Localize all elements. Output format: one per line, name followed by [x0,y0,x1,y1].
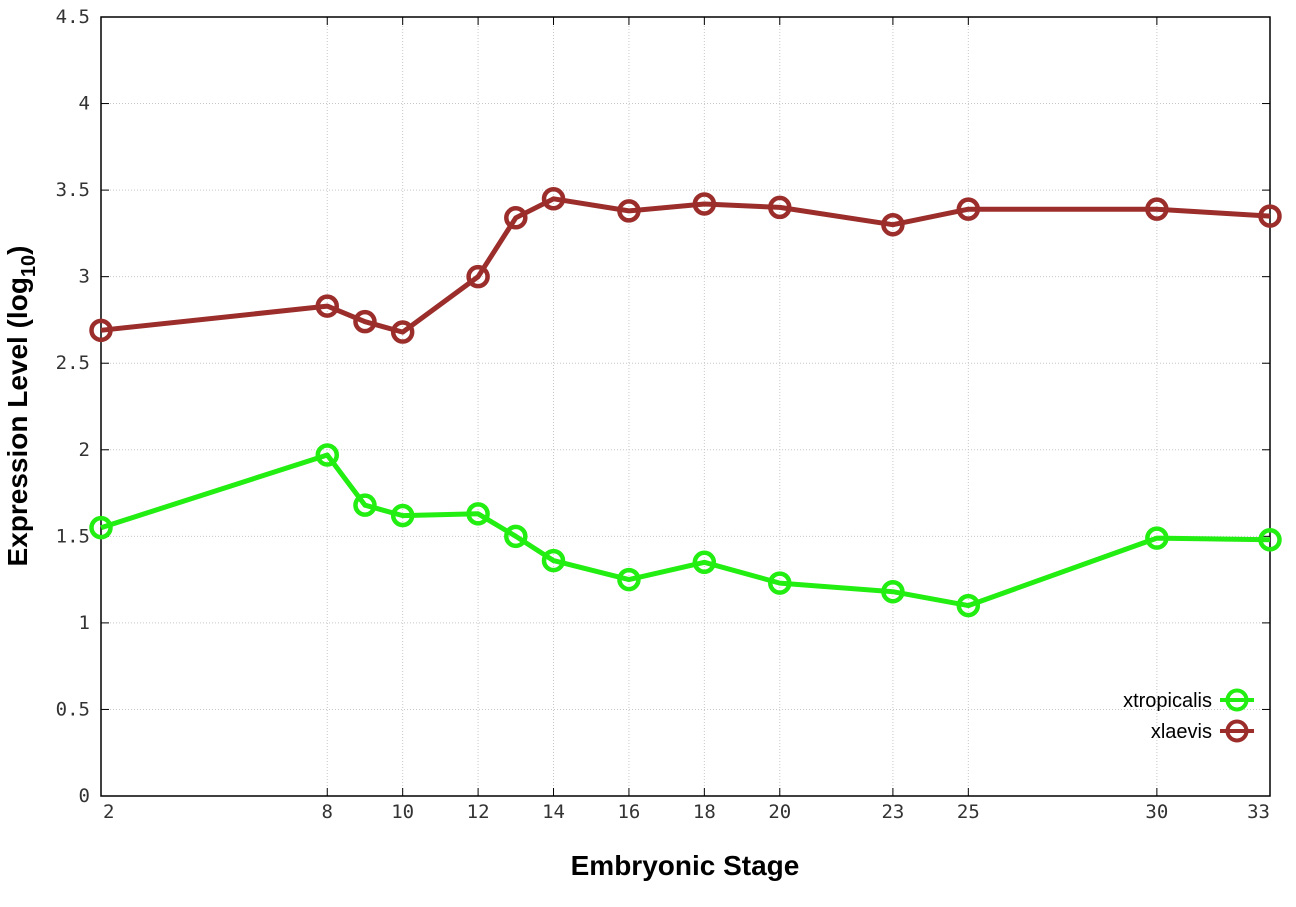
x-tick-label: 12 [467,801,490,823]
y-tick-label: 3 [79,266,90,288]
x-tick-label: 2 [103,801,114,823]
x-tick-label: 23 [881,801,904,823]
legend-label-xtropicalis: xtropicalis [1123,690,1212,712]
axis-ticks: 2 8 10 12 14 16 18 20 23 25 30 33 0 0.5 1 1.5 2 2.5 3 3.5 4 4… [56,6,1271,823]
data-point-xtropicalis [89,515,113,540]
y-axis-title-main: Expression Level (log [2,277,33,566]
data-point-xtropicalis [541,548,566,573]
legend-label-xlaevis: xlaevis [1151,721,1212,743]
x-tick-label: 18 [693,801,716,823]
y-axis-title-close: ) [2,246,33,255]
y-tick-label: 2.5 [56,352,90,374]
data-point-xlaevis [1258,204,1282,228]
data-point-xlaevis [541,187,566,211]
data-point-xlaevis [617,199,641,223]
plot-frame [100,16,1271,797]
data-point-xlaevis [956,197,981,221]
data-point-xtropicalis [692,550,717,575]
legend-swatch-marker-xlaevis [1225,719,1249,743]
data-point-xlaevis [504,206,528,230]
x-axis-title: Embryonic Stage [571,850,800,881]
y-tick-label: 3.5 [56,179,90,201]
data-point-xlaevis [881,212,905,237]
y-tick-label: 4.5 [56,6,90,28]
x-tick-label: 30 [1145,801,1168,823]
y-tick-label: 1 [79,612,90,634]
data-point-xtropicalis [504,524,528,549]
y-tick-label: 4 [79,93,90,115]
data-point-xlaevis [390,320,415,344]
data-point-xlaevis [692,192,717,216]
data-point-xtropicalis [353,493,377,517]
legend-swatch-marker-xtropicalis [1225,688,1249,712]
data-point-xlaevis [315,294,340,318]
y-axis-title-subscript: 10 [18,255,40,277]
data-point-xtropicalis [1258,528,1282,552]
data-point-xlaevis [353,309,377,334]
data-point-xtropicalis [1145,526,1169,550]
series-xlaevis [89,187,1282,344]
y-tick-label: 0.5 [56,698,90,720]
grid-lines [100,16,1271,797]
y-tick-label: 0 [79,785,90,807]
data-point-xlaevis [1145,197,1169,221]
y-tick-label: 1.5 [56,525,90,547]
series-xtropicalis [89,443,1282,618]
x-tick-label: 8 [322,801,333,823]
y-tick-label: 2 [79,439,90,461]
x-tick-label: 16 [617,801,640,823]
data-point-xtropicalis [881,579,905,604]
x-tick-label: 33 [1247,801,1270,823]
series-line-xtropicalis [100,452,1271,609]
x-tick-label: 20 [768,801,791,823]
data-point-xtropicalis [956,593,981,618]
data-point-xlaevis [89,318,113,343]
data-point-xtropicalis [466,502,490,526]
y-axis-title: Expression Level (log10) [2,246,40,567]
data-point-xlaevis [466,264,490,289]
series-line-xlaevis [100,196,1271,335]
legend: xtropicalis xlaevis [1123,688,1254,743]
data-point-xtropicalis [315,443,340,467]
x-tick-label: 25 [957,801,980,823]
x-tick-label: 14 [542,801,565,823]
data-point-xlaevis [768,195,792,220]
data-point-xtropicalis [390,503,415,528]
data-point-xtropicalis [617,567,641,592]
data-point-xtropicalis [768,571,792,595]
x-tick-label: 10 [391,801,414,823]
series-layer [89,187,1282,618]
